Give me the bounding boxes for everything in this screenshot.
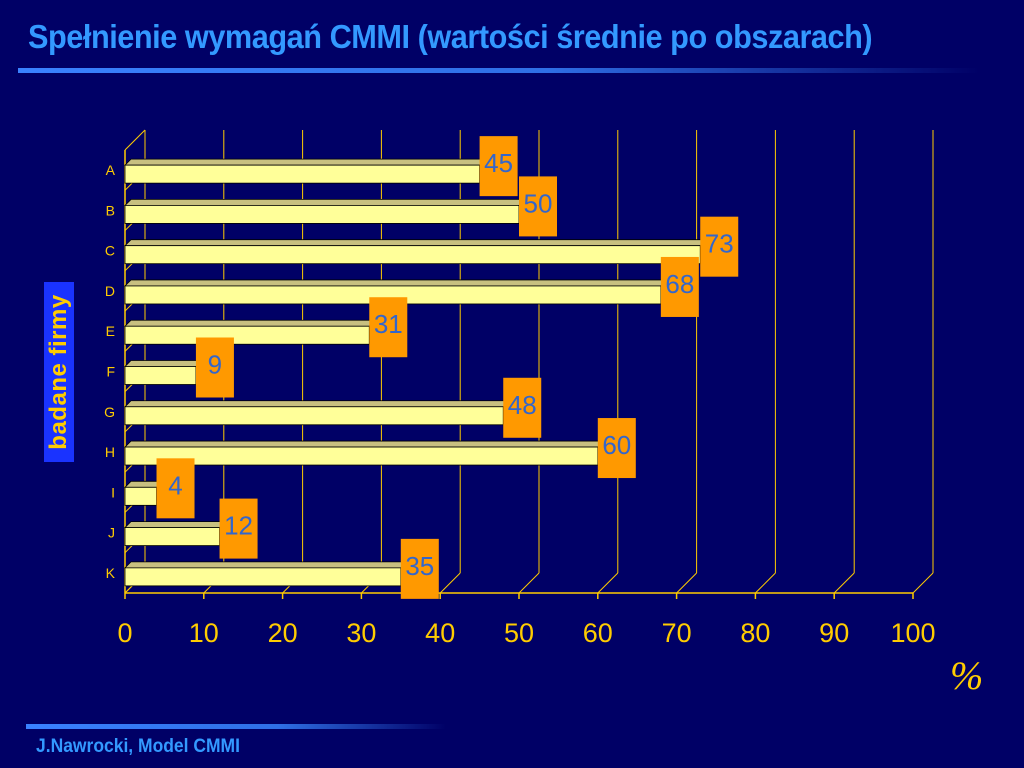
- x-tick-label-70: 70: [662, 618, 692, 648]
- bar-top-K: [124, 561, 408, 569]
- x-tick-label-30: 30: [346, 618, 376, 648]
- data-label-box-K: [400, 538, 439, 599]
- y-tick-label-K: K: [106, 565, 116, 581]
- y-tick-label-A: A: [106, 162, 116, 178]
- bar-K: [124, 567, 402, 587]
- bar-top-H: [124, 440, 605, 448]
- data-label-I: 4: [168, 470, 182, 500]
- bar-top-A: [124, 158, 487, 166]
- data-label-H: 60: [602, 430, 631, 460]
- bar-E: [124, 325, 370, 345]
- bar-top-B: [124, 199, 526, 206]
- x-tick-label-40: 40: [425, 618, 455, 648]
- y-tick-label-H: H: [105, 444, 115, 460]
- grid-floor-40: [439, 572, 461, 594]
- bar-A: [124, 164, 481, 184]
- grid-floor-60: [597, 572, 619, 594]
- x-tick-label-60: 60: [583, 618, 613, 648]
- data-label-box-I: [156, 458, 195, 519]
- bar-J: [124, 527, 220, 546]
- y-tick-label-J: J: [108, 525, 115, 541]
- y-tick-label-C: C: [105, 243, 115, 259]
- bar-I: [124, 486, 157, 506]
- data-label-B: 50: [524, 188, 553, 218]
- slide-title: Spełnienie wymagań CMMI (wartości średni…: [28, 18, 873, 55]
- x-tick-label-100: 100: [890, 618, 935, 648]
- data-label-box-J: [219, 498, 258, 559]
- y-axis-label-box: [44, 282, 74, 462]
- data-label-G: 48: [508, 390, 537, 420]
- data-label-box-D: [660, 256, 699, 317]
- bar-top-G: [124, 400, 511, 408]
- grid-floor-100: [912, 572, 934, 594]
- data-label-J: 12: [224, 511, 253, 541]
- data-label-D: 68: [665, 269, 694, 299]
- footer-text: J.Nawrocki, Model CMMI: [36, 736, 240, 757]
- title-underline: [18, 68, 980, 73]
- y-tick-label-B: B: [106, 202, 115, 218]
- bar-C: [124, 245, 701, 265]
- data-label-box-B: [519, 176, 557, 237]
- y-tick-label-F: F: [106, 364, 115, 380]
- grid-floor-50: [518, 572, 540, 594]
- data-label-box-C: [700, 216, 739, 277]
- bar-top-J: [124, 521, 227, 528]
- data-label-box-G: [503, 377, 542, 438]
- x-tick-label-20: 20: [268, 618, 298, 648]
- data-label-C: 73: [705, 229, 734, 259]
- bar-F: [124, 366, 197, 385]
- grid-floor-90: [833, 572, 855, 594]
- data-label-box-F: [195, 337, 234, 398]
- y-tick-label-D: D: [105, 283, 115, 299]
- x-tick-label-0: 0: [117, 618, 132, 648]
- x-tick-label-10: 10: [189, 618, 219, 648]
- bar-top-F: [124, 360, 203, 367]
- data-label-box-H: [597, 418, 636, 479]
- data-label-A: 45: [484, 148, 513, 178]
- x-axis-unit: %: [950, 653, 984, 698]
- bar-G: [124, 406, 504, 426]
- bar-top-E: [124, 319, 377, 327]
- bar-top-D: [124, 279, 668, 287]
- x-tick-label-50: 50: [504, 618, 534, 648]
- data-label-K: 35: [405, 551, 434, 581]
- y-tick-label-I: I: [111, 484, 115, 500]
- grid-floor-70: [676, 572, 697, 594]
- data-label-box-E: [369, 297, 408, 358]
- y-tick-label-E: E: [106, 323, 115, 339]
- x-tick-label-90: 90: [819, 618, 849, 648]
- bar-B: [124, 205, 520, 224]
- grid-floor-80: [755, 572, 776, 594]
- data-label-box-A: [479, 136, 518, 197]
- footer-underline: [26, 724, 446, 729]
- x-tick-label-80: 80: [740, 618, 770, 648]
- data-label-F: 9: [208, 350, 222, 380]
- wall-tick-0: [124, 129, 146, 151]
- data-label-E: 31: [374, 309, 403, 339]
- bar-top-C: [124, 239, 708, 247]
- y-tick-label-G: G: [104, 404, 115, 420]
- bar-H: [124, 446, 599, 466]
